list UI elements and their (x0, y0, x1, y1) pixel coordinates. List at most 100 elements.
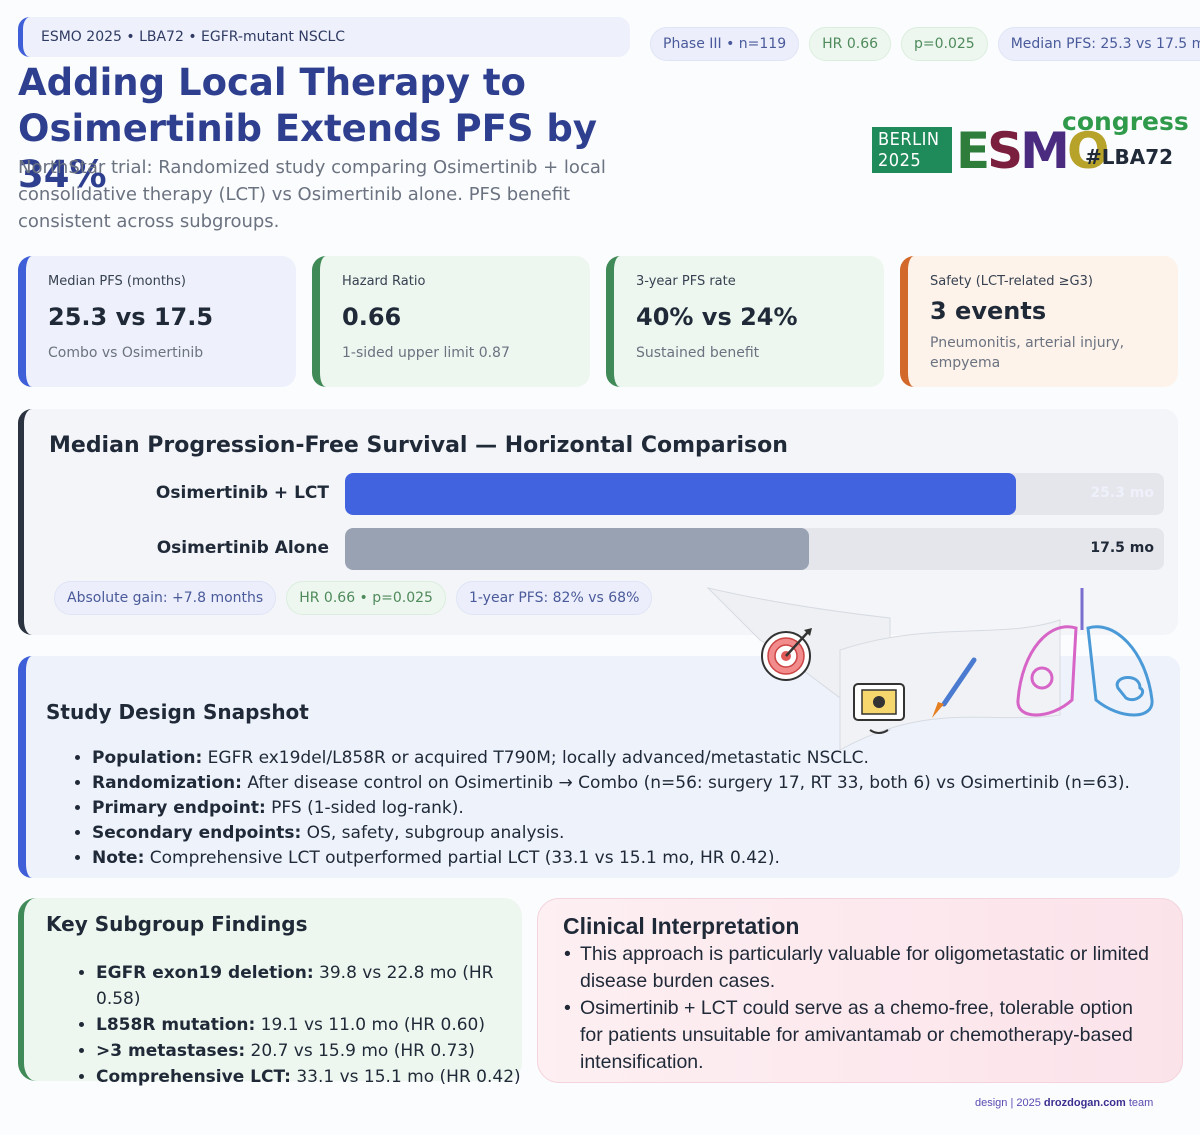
item-text: 39.8 vs 22.8 mo (HR 0.58) (96, 963, 494, 1009)
bar-row-alone: Osimertinib Alone 17.5 mo (24, 528, 1184, 570)
item-key: L858R mutation: (96, 1015, 256, 1035)
stat-sub: 1-sided upper limit 0.87 (342, 345, 510, 361)
study-design-heading: Study Design Snapshot (46, 700, 309, 724)
therapy-illustration (706, 587, 1154, 751)
item-text: 19.1 vs 11.0 mo (HR 0.60) (255, 1015, 485, 1035)
logo-esmo-letter: S (987, 122, 1023, 180)
list-item: >3 metastases: 20.7 vs 15.9 mo (HR 0.73) (96, 1038, 522, 1064)
stat-sub: Pneumonitis, arterial injury, empyema (930, 335, 1125, 371)
bar-track-alone: 17.5 mo (345, 528, 1164, 570)
bar-fill-alone (345, 528, 809, 570)
bar-fill-combo (345, 473, 1016, 515)
item-key: EGFR exon19 deletion: (96, 963, 314, 983)
logo-hashtag: #LBA72 (1085, 145, 1174, 169)
list-item: Primary endpoint: PFS (1-sided log-rank)… (92, 796, 1130, 821)
item-text: After disease control on Osimertinib → C… (241, 773, 1130, 793)
stat-card-safety: Safety (LCT-related ≥G3) 3 events Pneumo… (900, 256, 1178, 387)
pill-phase: Phase III • n=119 (650, 27, 800, 61)
footer-site-link[interactable]: drozdogan.com (1043, 1097, 1126, 1109)
footer-credit: design | 2025 drozdogan.com team (975, 1097, 1153, 1109)
esmo-congress-logo: BERLIN 2025 ESMO congress #LBA72 (872, 107, 1189, 180)
title-line-1: Adding Local Therapy to (18, 61, 526, 104)
interpretation-list: This approach is particularly valuable f… (564, 941, 1160, 1076)
subgroup-card: Key Subgroup Findings EGFR exon19 deleti… (18, 898, 522, 1087)
conference-tag: ESMO 2025 • LBA72 • EGFR-mutant NSCLC (18, 17, 630, 57)
bar-track-combo: 25.3 mo (345, 473, 1164, 515)
item-key: Primary endpoint: (92, 798, 266, 818)
top-pills: Phase III • n=119 HR 0.66 p=0.025 Median… (650, 27, 1200, 61)
item-key: Population: (92, 748, 203, 768)
scalpel-icon (932, 657, 977, 718)
item-key: Randomization: (92, 773, 242, 793)
logo-esmo-letters: ESMO (956, 122, 1109, 180)
item-key: Note: (92, 848, 145, 868)
stat-label: Hazard Ratio (342, 274, 426, 289)
item-key: >3 metastases: (96, 1041, 246, 1061)
stat-sub: Sustained benefit (636, 345, 760, 361)
interpretation-card: Clinical Interpretation This approach is… (537, 898, 1183, 1083)
subgroup-heading: Key Subgroup Findings (46, 912, 308, 936)
interpretation-heading: Clinical Interpretation (563, 913, 800, 939)
chip-hr-p: HR 0.66 • p=0.025 (286, 581, 446, 615)
item-text: PFS (1-sided log-rank). (265, 798, 464, 818)
target-icon (761, 628, 812, 681)
item-text: 33.1 vs 15.1 mo (HR 0.42) (290, 1067, 521, 1087)
list-item: This approach is particularly valuable f… (564, 941, 1160, 995)
list-item: L858R mutation: 19.1 vs 11.0 mo (HR 0.60… (96, 1012, 522, 1038)
pill-p: p=0.025 (901, 27, 988, 61)
logo-congress-text: congress (1062, 107, 1189, 136)
chip-1yr-pfs: 1-year PFS: 82% vs 68% (455, 581, 653, 615)
list-item: Randomization: After disease control on … (92, 771, 1130, 796)
list-item: EGFR exon19 deletion: 39.8 vs 22.8 mo (H… (96, 960, 522, 1012)
logo-esmo-letter: E (956, 122, 990, 180)
chart-title: Median Progression-Free Survival — Horiz… (49, 433, 788, 458)
stat-card-hazard-ratio: Hazard Ratio 0.66 1-sided upper limit 0.… (312, 256, 590, 387)
logo-berlin-box: BERLIN 2025 (872, 127, 952, 173)
lungs-icon (1016, 588, 1154, 717)
list-item: Population: EGFR ex19del/L858R or acquir… (92, 746, 1130, 771)
stat-value: 25.3 vs 17.5 (48, 303, 214, 331)
item-text: Comprehensive LCT outperformed partial L… (144, 848, 780, 868)
item-key: Comprehensive LCT: (96, 1067, 291, 1087)
stat-card-median-pfs: Median PFS (months) 25.3 vs 17.5 Combo v… (18, 256, 296, 387)
page-subtitle: NorthStar trial: Randomized study compar… (18, 157, 606, 232)
page-title: Adding Local Therapy to Osimertinib Exte… (18, 60, 658, 198)
item-text: EGFR ex19del/L858R or acquired T790M; lo… (202, 748, 869, 768)
list-item: Secondary endpoints: OS, safety, subgrou… (92, 821, 1130, 846)
title-line-2: Osimertinib Extends PFS by 34% (18, 107, 597, 196)
logo-esmo-text: ESMO (956, 122, 1109, 180)
stat-value: 40% vs 24% (636, 303, 798, 331)
stat-card-3yr-pfs: 3-year PFS rate 40% vs 24% Sustained ben… (606, 256, 884, 387)
item-text: OS, safety, subgroup analysis. (301, 823, 565, 843)
radiation-machine-icon (853, 683, 905, 734)
conference-tag-text: ESMO 2025 • LBA72 • EGFR-mutant NSCLC (41, 29, 346, 45)
bar-label-combo: Osimertinib + LCT (155, 483, 329, 503)
bar-value-combo: 25.3 mo (1090, 485, 1154, 501)
stat-value: 3 events (930, 297, 1047, 325)
list-item: Note: Comprehensive LCT outperformed par… (92, 846, 1130, 871)
chart-chips: Absolute gain: +7.8 months HR 0.66 • p=0… (54, 581, 653, 615)
item-key: Secondary endpoints: (92, 823, 302, 843)
bar-row-combo: Osimertinib + LCT 25.3 mo (24, 473, 1184, 515)
stat-label: Safety (LCT-related ≥G3) (930, 274, 1093, 289)
logo-esmo-letter: M (1020, 122, 1070, 180)
stat-label: Median PFS (months) (48, 274, 186, 289)
logo-year-text: 2025 (878, 150, 922, 171)
stat-label: 3-year PFS rate (636, 274, 736, 289)
pfs-chart-card: Median Progression-Free Survival — Horiz… (18, 409, 1178, 635)
study-design-list: Population: EGFR ex19del/L858R or acquir… (74, 746, 1130, 871)
footer-prefix: design | 2025 (975, 1097, 1044, 1109)
footer-suffix: team (1125, 1097, 1154, 1109)
list-item: Comprehensive LCT: 33.1 vs 15.1 mo (HR 0… (96, 1064, 522, 1090)
bar-label-alone: Osimertinib Alone (156, 538, 329, 558)
stat-value: 0.66 (342, 303, 402, 331)
list-item: Osimertinib + LCT could serve as a chemo… (564, 995, 1160, 1076)
bar-value-alone: 17.5 mo (1090, 540, 1154, 556)
stat-sub: Combo vs Osimertinib (48, 345, 204, 361)
item-text: 20.7 vs 15.9 mo (HR 0.73) (245, 1041, 475, 1061)
subgroup-list: EGFR exon19 deletion: 39.8 vs 22.8 mo (H… (78, 960, 522, 1090)
chip-absolute-gain: Absolute gain: +7.8 months (54, 581, 277, 615)
pill-median-pfs: Median PFS: 25.3 vs 17.5 mo (997, 27, 1200, 61)
pill-hr: HR 0.66 (809, 27, 892, 61)
logo-esmo-letter: O (1066, 122, 1109, 180)
